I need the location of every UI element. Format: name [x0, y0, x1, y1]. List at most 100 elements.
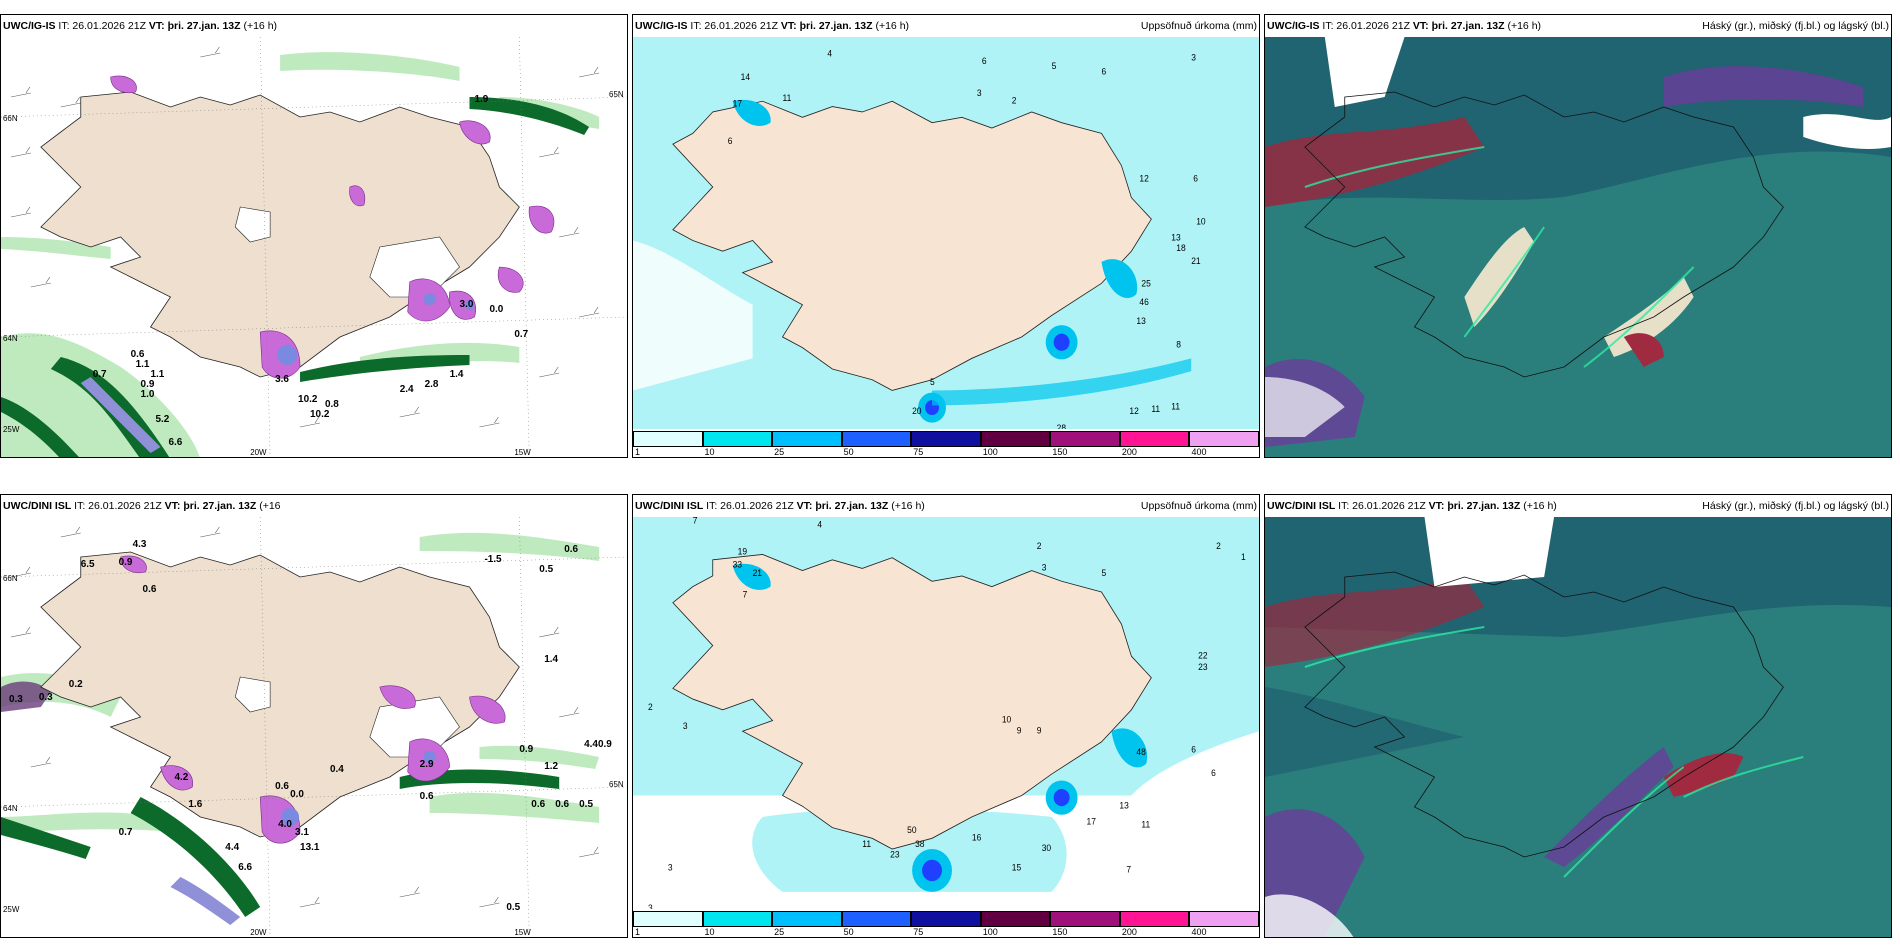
- panel-header: UWC/DINI ISL IT: 26.01.2026 21Z VT: þri.…: [1, 495, 627, 517]
- svg-text:8: 8: [1176, 339, 1181, 349]
- svg-text:38: 38: [915, 839, 925, 849]
- cloud-map: [1265, 37, 1891, 457]
- svg-text:6.5: 6.5: [81, 559, 95, 570]
- svg-text:19: 19: [738, 546, 748, 556]
- colorbar-label: 10: [704, 447, 715, 457]
- svg-text:23: 23: [1198, 662, 1208, 672]
- map-panel-ig-is-precip: UWC/IG-IS IT: 26.01.2026 21Z VT: þri. 27…: [632, 14, 1260, 458]
- svg-text:3: 3: [1191, 52, 1196, 62]
- precip-values: 4 6 3 2 5 6 3 14 17 11 6 12 6 10 13 18 2…: [728, 48, 1216, 457]
- svg-text:6: 6: [1191, 744, 1196, 754]
- map-panel-dini-clouds: UWC/DINI ISL IT: 26.01.2026 21Z VT: þri.…: [1264, 494, 1892, 938]
- svg-text:0.6: 0.6: [131, 349, 145, 360]
- svg-text:4.2: 4.2: [174, 772, 188, 783]
- svg-text:4: 4: [827, 48, 832, 58]
- svg-text:11: 11: [1171, 401, 1180, 411]
- precip-core-blue: [277, 293, 475, 365]
- lon-label: 20W: [250, 448, 267, 457]
- svg-text:0.6: 0.6: [564, 544, 578, 555]
- weather-map: 66N 64N 65N 20W 15W 25W 4.3 6.5 0.9 0.6 …: [1, 517, 627, 937]
- svg-text:0.6: 0.6: [275, 781, 289, 792]
- colorbar-swatch: [980, 431, 1051, 447]
- colorbar-label: 200: [1121, 927, 1137, 937]
- map-panel-dini-precip: UWC/DINI ISL IT: 26.01.2026 21Z VT: þri.…: [632, 494, 1260, 938]
- svg-text:25: 25: [1141, 278, 1151, 288]
- svg-text:0.4: 0.4: [330, 764, 344, 775]
- iceland-outline: [1304, 91, 1784, 378]
- colorbar-swatch: [702, 911, 773, 927]
- svg-text:2.8: 2.8: [425, 379, 439, 390]
- precip-map: 4 6 3 2 5 6 3 14 17 11 6 12 6 10 13 18 2…: [633, 37, 1259, 457]
- svg-text:33: 33: [733, 559, 743, 569]
- colorbar-label: 1: [635, 447, 641, 457]
- svg-text:13: 13: [1171, 232, 1181, 242]
- colorbar-swatch: [1189, 911, 1259, 927]
- map-panel-dini-wind: UWC/DINI ISL IT: 26.01.2026 21Z VT: þri.…: [0, 494, 628, 938]
- svg-text:1.2: 1.2: [544, 761, 558, 772]
- svg-text:3: 3: [668, 862, 673, 872]
- svg-text:3: 3: [977, 88, 982, 98]
- colorbar-swatch: [1119, 911, 1190, 927]
- svg-text:11: 11: [862, 839, 871, 849]
- lat-label: 64N: [3, 334, 18, 343]
- svg-text:17: 17: [733, 98, 743, 108]
- svg-text:2.4: 2.4: [400, 384, 414, 395]
- svg-text:5.2: 5.2: [156, 414, 170, 425]
- svg-text:6: 6: [982, 55, 987, 65]
- svg-text:0.0: 0.0: [290, 789, 304, 800]
- svg-text:6: 6: [1102, 66, 1107, 76]
- svg-text:0.6: 0.6: [531, 799, 545, 810]
- svg-text:14: 14: [741, 72, 751, 82]
- panel-header: UWC/IG-IS IT: 26.01.2026 21Z VT: þri. 27…: [633, 15, 1259, 37]
- svg-text:66N: 66N: [3, 574, 18, 583]
- panel-header: UWC/DINI ISL IT: 26.01.2026 21Z VT: þri.…: [1265, 495, 1891, 517]
- colorbar-label: 400: [1191, 927, 1207, 937]
- svg-text:0.3: 0.3: [9, 694, 23, 705]
- svg-text:0.0: 0.0: [489, 304, 503, 315]
- colorbar-swatch: [911, 911, 981, 927]
- colorbar-label: 150: [1052, 447, 1068, 457]
- colorbar-swatch: [841, 911, 912, 927]
- svg-text:0.7: 0.7: [119, 827, 133, 838]
- colorbar-label: 75: [913, 447, 924, 457]
- map-panel-ig-is-wind: UWC/IG-IS IT: 26.01.2026 21Z VT: þri. 27…: [0, 14, 628, 458]
- svg-text:5: 5: [1052, 61, 1057, 71]
- colorbar-label: 400: [1191, 447, 1207, 457]
- svg-text:9: 9: [1037, 725, 1042, 735]
- panel-header: UWC/DINI ISL IT: 26.01.2026 21Z VT: þri.…: [633, 495, 1259, 517]
- svg-text:9: 9: [1017, 725, 1022, 735]
- svg-text:0.2: 0.2: [69, 679, 83, 690]
- lon-label: 15W: [514, 448, 531, 457]
- svg-text:1.9: 1.9: [474, 94, 488, 105]
- svg-text:0.5: 0.5: [506, 902, 520, 913]
- svg-text:28: 28: [1057, 423, 1067, 433]
- colorbar-label: 100: [982, 447, 998, 457]
- svg-text:6: 6: [1211, 768, 1216, 778]
- svg-text:65N: 65N: [609, 780, 624, 789]
- colorbar-swatch: [911, 431, 981, 447]
- svg-text:15W: 15W: [514, 928, 531, 937]
- svg-text:13: 13: [1136, 316, 1146, 326]
- svg-text:0.6: 0.6: [555, 799, 569, 810]
- svg-text:1.4: 1.4: [450, 369, 464, 380]
- svg-text:10.2: 10.2: [298, 394, 318, 405]
- svg-text:0.5: 0.5: [539, 564, 553, 575]
- svg-text:3.1: 3.1: [295, 827, 309, 838]
- svg-text:2: 2: [1216, 541, 1221, 551]
- svg-text:0.9: 0.9: [119, 557, 133, 568]
- precip-map: 7 4 19 33 21 2 3 5 7 2 3 3 10 9 9 48 50 …: [633, 517, 1259, 937]
- colorbar-swatch: [1119, 431, 1190, 447]
- svg-text:2: 2: [1012, 95, 1017, 105]
- svg-text:25W: 25W: [3, 905, 20, 914]
- precip-colorbar: 1 10 25 50 75 100 150 200 400: [633, 429, 1259, 457]
- svg-text:3.6: 3.6: [275, 374, 289, 385]
- lat-label: 66N: [3, 114, 18, 123]
- svg-text:12: 12: [1129, 406, 1139, 416]
- svg-text:5: 5: [930, 377, 935, 387]
- svg-text:7: 7: [743, 589, 748, 599]
- colorbar-swatch: [772, 911, 842, 927]
- svg-text:2: 2: [648, 702, 653, 712]
- graticule: [1, 37, 627, 457]
- svg-text:7: 7: [1126, 864, 1131, 874]
- svg-text:10: 10: [1002, 714, 1012, 724]
